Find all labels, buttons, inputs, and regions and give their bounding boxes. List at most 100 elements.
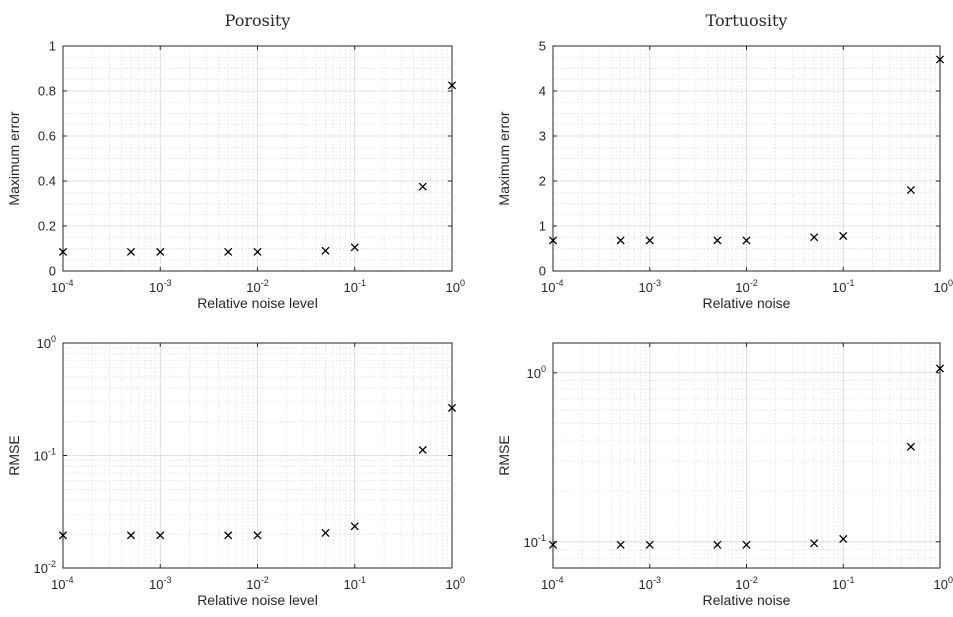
x-tick-label-exponent: -1 <box>846 575 854 585</box>
x-tick-label: 10-3 <box>149 278 171 295</box>
x-axis-label: Relative noise level <box>197 295 318 311</box>
data-point-marker <box>156 247 165 256</box>
x-tick-label: 10-4 <box>51 575 73 592</box>
x-axis-label: Relative noise <box>703 295 791 311</box>
y-tick-label: 10-2 <box>34 559 56 576</box>
data-points <box>58 403 457 540</box>
data-point-marker <box>126 247 136 256</box>
data-point-marker <box>839 231 848 240</box>
data-point-marker <box>321 246 330 255</box>
x-tick-label-exponent: -4 <box>65 278 73 288</box>
data-point-marker <box>713 236 722 245</box>
x-tick-label-exponent: -1 <box>358 575 366 585</box>
x-tick-label-exponent: -2 <box>750 575 758 585</box>
data-points <box>548 364 945 549</box>
y-tick-label-base: 10 <box>34 561 48 576</box>
x-tick-label-base: 10 <box>246 280 260 295</box>
data-point-marker <box>935 364 945 373</box>
x-tick-label: 10-2 <box>735 575 757 592</box>
x-tick-label-base: 10 <box>934 280 948 295</box>
x-tick-label-exponent: -2 <box>750 278 758 288</box>
x-tick-label-base: 10 <box>246 577 260 592</box>
data-point-marker <box>616 236 625 245</box>
x-tick-label-exponent: -4 <box>65 575 73 585</box>
data-point-marker <box>447 403 457 412</box>
y-tick-label: 0.2 <box>38 219 56 234</box>
y-tick-label: 3 <box>539 129 546 144</box>
x-tick-label-exponent: 0 <box>460 575 465 585</box>
y-tick-label: 10-1 <box>524 533 546 550</box>
y-tick-label: 0 <box>539 264 546 279</box>
x-tick-label-base: 10 <box>735 577 749 592</box>
y-tick-label: 0.6 <box>38 129 56 144</box>
x-tick-label: 10-1 <box>344 278 366 295</box>
x-tick-label: 10-1 <box>832 278 854 295</box>
y-axis-label: RMSE <box>6 435 22 475</box>
x-tick-label-exponent: -3 <box>163 278 171 288</box>
data-point-marker <box>645 236 654 245</box>
chart-title: Tortuosity <box>706 11 788 30</box>
x-tick-label-base: 10 <box>51 577 65 592</box>
x-tick-label: 10-4 <box>541 575 563 592</box>
y-tick-label: 0 <box>49 264 56 279</box>
x-tick-label-base: 10 <box>541 577 555 592</box>
data-point-marker <box>447 81 457 90</box>
y-tick-label-exponent: 0 <box>51 334 56 344</box>
x-tick-label-base: 10 <box>639 577 653 592</box>
x-tick-label-base: 10 <box>832 577 846 592</box>
x-tick-label: 10-3 <box>149 575 171 592</box>
x-tick-label-base: 10 <box>149 280 163 295</box>
data-point-marker <box>321 528 330 537</box>
data-point-marker <box>350 522 359 531</box>
data-point-marker <box>935 55 945 64</box>
x-tick-label-exponent: -4 <box>555 278 563 288</box>
x-tick-label: 10-1 <box>344 575 366 592</box>
y-tick-label: 5 <box>539 39 546 54</box>
x-tick-label-exponent: -1 <box>358 278 366 288</box>
tick-marks <box>62 342 453 569</box>
y-tick-label-base: 10 <box>527 366 541 381</box>
x-tick-label-exponent: 0 <box>948 278 953 288</box>
y-axis-label: Maximum error <box>6 111 22 205</box>
y-tick-label: 10-1 <box>34 447 56 464</box>
x-tick-label-exponent: 0 <box>948 575 953 585</box>
x-tick-label: 100 <box>446 278 465 295</box>
x-tick-label-exponent: -3 <box>163 575 171 585</box>
x-tick-label-base: 10 <box>344 577 358 592</box>
y-tick-label: 0.8 <box>38 84 56 99</box>
data-point-marker <box>253 531 262 540</box>
x-axis-label: Relative noise <box>703 592 791 608</box>
x-tick-label-exponent: -1 <box>846 278 854 288</box>
data-point-marker <box>418 445 427 455</box>
x-tick-label-exponent: -3 <box>653 278 661 288</box>
data-point-marker <box>548 236 558 245</box>
data-point-marker <box>156 531 165 540</box>
x-tick-label-base: 10 <box>735 280 749 295</box>
data-point-marker <box>350 243 359 252</box>
data-point-marker <box>58 247 68 256</box>
x-tick-label-base: 10 <box>639 280 653 295</box>
chart-panel-porosity-max: 10-4 10-3 10-2 10-1 10000.20.40.60.81Relativ… <box>6 11 465 311</box>
x-tick-label: 10-2 <box>735 278 757 295</box>
y-tick-label: 100 <box>527 364 546 381</box>
x-tick-label: 100 <box>446 575 465 592</box>
minor-grid <box>553 343 940 568</box>
data-points <box>548 55 945 245</box>
tick-marks <box>552 45 941 272</box>
data-point-marker <box>645 540 654 549</box>
data-point-marker <box>839 534 848 543</box>
x-tick-label-base: 10 <box>934 577 948 592</box>
x-tick-label-base: 10 <box>344 280 358 295</box>
data-point-marker <box>810 233 819 242</box>
data-points <box>58 81 457 256</box>
x-tick-label-base: 10 <box>446 280 460 295</box>
data-point-marker <box>224 531 233 540</box>
data-point-marker <box>548 540 558 549</box>
data-point-marker <box>418 182 427 191</box>
data-point-marker <box>906 185 915 195</box>
x-tick-label: 10-3 <box>639 278 661 295</box>
y-tick-label-exponent: -2 <box>48 559 56 569</box>
y-tick-label: 1 <box>49 39 56 54</box>
